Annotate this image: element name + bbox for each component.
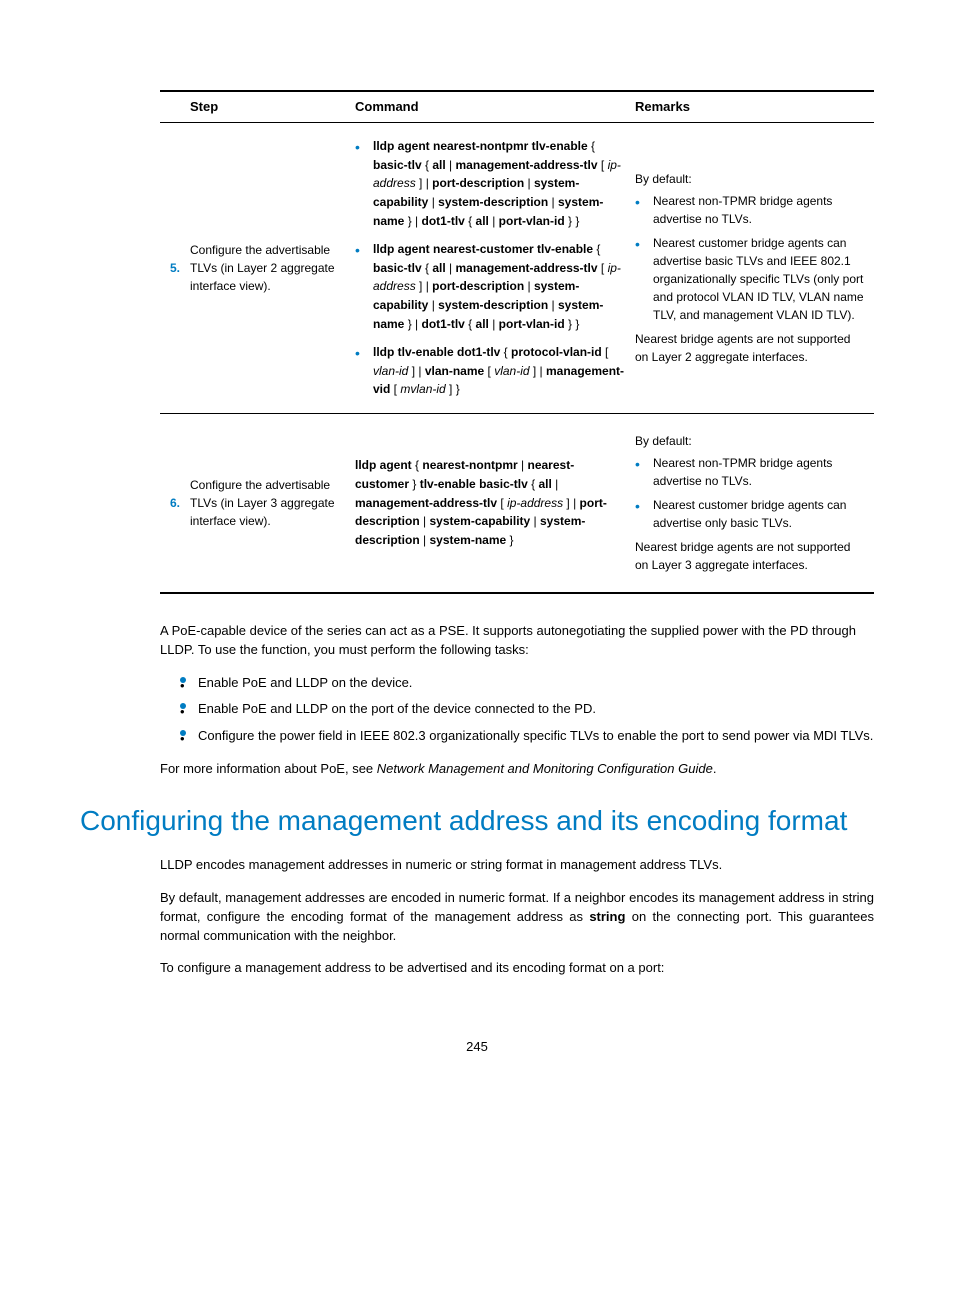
list-item: Configure the power field in IEEE 802.3 … <box>180 727 874 746</box>
section-paragraph: LLDP encodes management addresses in num… <box>160 856 874 875</box>
steps-table: Step Command Remarks 5. Configure the ad… <box>160 90 874 594</box>
section-paragraph: To configure a management address to be … <box>160 959 874 978</box>
th-remarks: Remarks <box>635 91 874 123</box>
section-paragraph: By default, management addresses are enc… <box>160 889 874 946</box>
step-number: 6. <box>170 496 180 510</box>
step-desc: Configure the advertisable TLVs (in Laye… <box>190 413 355 593</box>
table-row: 5. Configure the advertisable TLVs (in L… <box>160 123 874 414</box>
step-number: 5. <box>170 261 180 275</box>
page-content: Step Command Remarks 5. Configure the ad… <box>80 90 874 1056</box>
table-row: 6. Configure the advertisable TLVs (in L… <box>160 413 874 593</box>
step-remarks: By default:Nearest non-TPMR bridge agent… <box>635 123 874 414</box>
body-bullet-list: Enable PoE and LLDP on the device. Enabl… <box>180 674 874 747</box>
body-paragraph: A PoE-capable device of the series can a… <box>160 622 874 660</box>
step-desc: Configure the advertisable TLVs (in Laye… <box>190 123 355 414</box>
step-remarks: By default:Nearest non-TPMR bridge agent… <box>635 413 874 593</box>
list-item: Enable PoE and LLDP on the device. <box>180 674 874 693</box>
list-item: Enable PoE and LLDP on the port of the d… <box>180 700 874 719</box>
th-step: Step <box>190 91 355 123</box>
steps-tbody: 5. Configure the advertisable TLVs (in L… <box>160 123 874 593</box>
th-step-num <box>160 91 190 123</box>
step-command: lldp agent { nearest-nontpmr | nearest-c… <box>355 413 635 593</box>
th-command: Command <box>355 91 635 123</box>
step-command: lldp agent nearest-nontpmr tlv-enable { … <box>355 123 635 414</box>
body-paragraph: For more information about PoE, see Netw… <box>160 760 874 779</box>
section-heading: Configuring the management address and i… <box>80 803 874 838</box>
page-number: 245 <box>80 1038 874 1056</box>
